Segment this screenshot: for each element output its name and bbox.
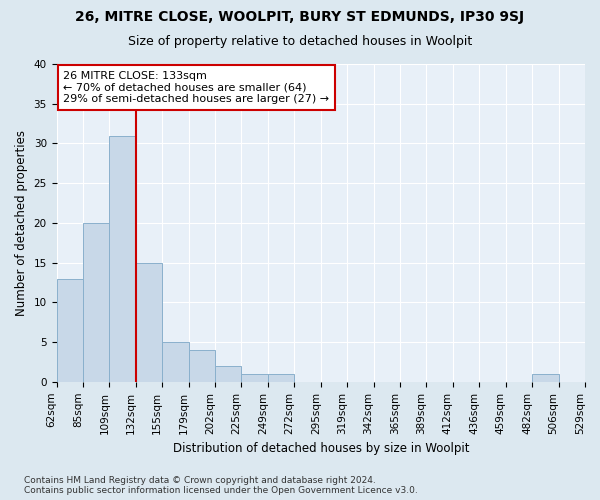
Bar	[241, 374, 268, 382]
Text: Contains HM Land Registry data © Crown copyright and database right 2024.
Contai: Contains HM Land Registry data © Crown c…	[24, 476, 418, 495]
X-axis label: Distribution of detached houses by size in Woolpit: Distribution of detached houses by size …	[173, 442, 469, 455]
Bar	[188, 350, 215, 382]
Bar	[268, 374, 295, 382]
Y-axis label: Number of detached properties: Number of detached properties	[15, 130, 28, 316]
Text: 26, MITRE CLOSE, WOOLPIT, BURY ST EDMUNDS, IP30 9SJ: 26, MITRE CLOSE, WOOLPIT, BURY ST EDMUND…	[76, 10, 524, 24]
Text: 26 MITRE CLOSE: 133sqm
← 70% of detached houses are smaller (64)
29% of semi-det: 26 MITRE CLOSE: 133sqm ← 70% of detached…	[64, 71, 329, 104]
Bar	[532, 374, 559, 382]
Text: Size of property relative to detached houses in Woolpit: Size of property relative to detached ho…	[128, 35, 472, 48]
Bar	[162, 342, 188, 382]
Bar	[83, 223, 109, 382]
Bar	[109, 136, 136, 382]
Bar	[215, 366, 241, 382]
Bar	[56, 278, 83, 382]
Bar	[136, 262, 162, 382]
